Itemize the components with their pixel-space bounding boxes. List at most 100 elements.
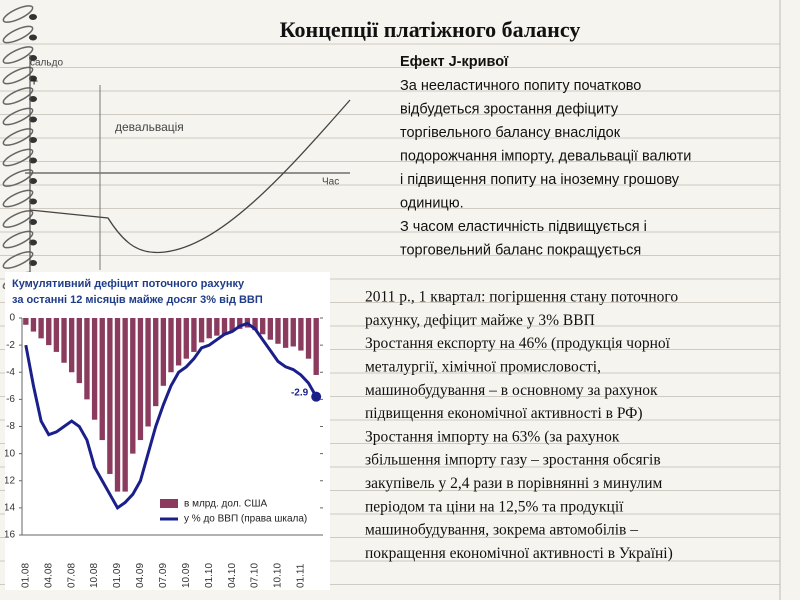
spiral-hole xyxy=(29,178,37,184)
plus-sign: + xyxy=(30,73,38,89)
x-tick-label: 04.08 xyxy=(43,563,54,588)
bar xyxy=(38,318,44,339)
spiral-hole xyxy=(29,239,37,246)
bar xyxy=(214,318,220,336)
bar xyxy=(275,318,281,344)
spiral-ring xyxy=(2,128,34,146)
bar xyxy=(290,318,296,347)
bar xyxy=(114,318,121,492)
spiral-hole xyxy=(29,14,37,20)
spiral-hole xyxy=(29,157,37,164)
spiral-hole xyxy=(29,219,37,225)
x-tick-label: 01.08 xyxy=(20,563,31,588)
bar xyxy=(122,318,128,492)
effect-line: торгівельного балансу внаслідок xyxy=(400,125,621,141)
notes-line: металургії, хімічної промисловості, xyxy=(365,358,601,375)
spiral-ring xyxy=(2,148,34,167)
effect-line: одиницю. xyxy=(400,195,464,211)
end-marker xyxy=(311,391,322,402)
bar xyxy=(298,318,304,351)
notes-line: періодом та ціни на 12,5% та продукції xyxy=(365,498,624,515)
x-tick-label: 10.08 xyxy=(89,563,100,588)
x-tick-label: 01.09 xyxy=(112,563,123,588)
effect-line: і підвищення попиту на іноземну грошову xyxy=(400,172,680,188)
spiral-hole xyxy=(29,55,37,61)
bar xyxy=(252,318,258,331)
spiral-ring xyxy=(2,87,34,105)
x-tick-label: 04.10 xyxy=(227,563,238,588)
y-tick-label: -6 xyxy=(6,394,15,405)
bar xyxy=(237,318,243,329)
bar xyxy=(198,318,205,343)
spiral-hole xyxy=(29,116,37,123)
x-tick-label: 07.08 xyxy=(66,563,77,588)
y-axis-label: сальдо xyxy=(30,58,63,69)
notes-line: покращення економічної активності в Укра… xyxy=(365,545,673,562)
bar xyxy=(84,318,90,400)
notes-line: підвищення економічної активності в РФ) xyxy=(365,405,643,422)
spiral-hole xyxy=(29,34,37,41)
chart-title: Кумулятивний дефіцит поточного рахунку xyxy=(12,278,245,290)
x-tick-label: 01.10 xyxy=(204,563,215,588)
bar xyxy=(61,318,67,363)
y-tick-label: -8 xyxy=(6,421,15,432)
y-tick-label: -12 xyxy=(1,475,16,486)
y-tick-label: -10 xyxy=(1,448,16,459)
notes-line: 2011 р., 1 квартал: погіршення стану пот… xyxy=(365,289,678,306)
effect-line: відбудеться зростання дефіциту xyxy=(400,101,619,117)
x-axis-label: Час xyxy=(322,177,339,188)
spiral-hole xyxy=(29,75,37,82)
bar xyxy=(168,318,174,373)
legend-swatch xyxy=(160,499,178,508)
chart-title: за останні 12 місяців майже досяг 3% від… xyxy=(12,294,263,306)
bar xyxy=(260,318,266,335)
spiral-hole xyxy=(29,137,37,143)
slide-title: Концепції платіжного балансу xyxy=(280,17,581,42)
chart-image: Кумулятивний дефіцит поточного рахунку за… xyxy=(1,272,330,590)
bar xyxy=(130,318,136,454)
bar xyxy=(160,318,167,386)
spiral-ring xyxy=(2,66,34,85)
y-tick-label: -16 xyxy=(1,530,16,541)
bar xyxy=(76,318,82,384)
notes-line: рахунку, дефіцит майже у 3% ВВП xyxy=(365,312,595,329)
event-label: девальвація xyxy=(115,120,184,134)
bar xyxy=(183,318,189,359)
bar xyxy=(313,318,319,375)
spiral-hole xyxy=(29,260,37,266)
effect-line: подорожчання імпорту, девальвації валюти xyxy=(400,148,691,164)
notes-line: машинобудування – в основному за рахунок xyxy=(365,382,658,399)
bar xyxy=(30,318,37,332)
bar xyxy=(53,318,60,352)
y-tick-label: -2 xyxy=(6,340,15,351)
bar xyxy=(91,318,98,420)
j-curve-diagram: сальдо + девальвація Час xyxy=(25,55,351,275)
legend-label: в млрд. дол. США xyxy=(184,499,267,510)
x-tick-label: 10.10 xyxy=(273,563,284,588)
spiral-ring xyxy=(2,169,34,187)
effect-line: За нееластичного попиту початково xyxy=(400,78,641,94)
bar xyxy=(23,318,29,325)
bar xyxy=(282,318,289,348)
effect-line: торговельний баланс покращується xyxy=(400,242,641,258)
notes-text: 2011 р., 1 квартал: погіршення стану пот… xyxy=(365,289,678,562)
y-tick-label: -14 xyxy=(1,503,16,514)
spiral-ring xyxy=(2,46,34,64)
spiral-hole xyxy=(29,198,37,205)
spiral-ring xyxy=(2,210,34,228)
bar xyxy=(68,318,75,373)
chart: Кумулятивний дефіцит поточного рахунку за… xyxy=(1,278,323,588)
x-tick-label: 07.10 xyxy=(250,563,261,588)
spiral-ring xyxy=(2,189,34,208)
bar xyxy=(137,318,144,441)
y-tick-label: 0 xyxy=(9,313,15,324)
notes-line: машинобудування, зокрема автомобілів – xyxy=(365,522,638,539)
spiral-ring xyxy=(2,107,34,126)
spiral-ring xyxy=(2,251,34,269)
notes-line: Зростання імпорту на 63% (за рахунок xyxy=(365,428,620,445)
effect-text: За нееластичного попиту початково відбуде… xyxy=(400,78,691,259)
bar xyxy=(107,318,113,474)
spiral-ring xyxy=(2,5,34,23)
line-series xyxy=(24,321,318,511)
